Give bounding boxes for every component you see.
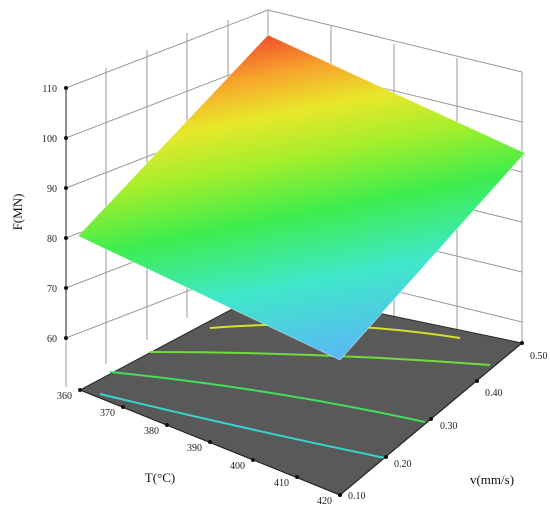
y-ticks: 0.10 0.20 0.30 0.40 0.50 (338, 341, 548, 502)
x-tick: 380 (144, 423, 169, 437)
svg-text:360: 360 (57, 391, 72, 402)
svg-text:90: 90 (47, 184, 57, 195)
contour-line (99, 393, 386, 459)
z-ticks: 110 100 90 80 70 60 (42, 84, 68, 345)
svg-text:410: 410 (274, 478, 289, 489)
x-tick: 390 (187, 440, 212, 454)
contour-lines (99, 323, 491, 459)
y-tick: 0.40 (475, 379, 503, 399)
svg-text:0.20: 0.20 (394, 459, 412, 470)
z-tick: 90 (47, 184, 68, 195)
svg-text:380: 380 (144, 426, 159, 437)
svg-text:60: 60 (47, 334, 57, 345)
svg-text:420: 420 (317, 496, 332, 507)
contour-line (149, 351, 491, 366)
x-tick: 370 (100, 405, 125, 419)
z-tick: 100 (42, 134, 68, 145)
svg-text:80: 80 (47, 234, 57, 245)
svg-text:390: 390 (187, 443, 202, 454)
svg-text:0.40: 0.40 (485, 388, 503, 399)
y-tick: 0.20 (384, 455, 412, 470)
svg-text:0.10: 0.10 (348, 491, 366, 502)
svg-text:0.50: 0.50 (530, 351, 548, 362)
response-surface (77, 34, 526, 361)
contour-line (109, 371, 426, 423)
svg-text:400: 400 (230, 461, 245, 472)
svg-text:70: 70 (47, 284, 57, 295)
z-tick: 80 (47, 234, 68, 245)
svg-text:100: 100 (42, 134, 57, 145)
x-tick: 360 (57, 388, 82, 402)
x-tick: 410 (274, 475, 299, 489)
surface (77, 34, 526, 361)
z-axis-label: F(MN) (10, 194, 25, 231)
y-tick: 0.30 (429, 417, 458, 432)
x-axis-label: T(°C) (145, 470, 175, 485)
x-tick: 400 (230, 458, 255, 472)
z-tick: 60 (47, 334, 68, 345)
z-tick: 110 (42, 84, 68, 95)
y-tick: 0.50 (520, 341, 548, 362)
svg-text:0.30: 0.30 (440, 421, 458, 432)
svg-text:370: 370 (100, 408, 115, 419)
z-tick: 70 (47, 284, 68, 295)
svg-text:110: 110 (42, 84, 57, 95)
y-tick: 0.10 (338, 491, 366, 502)
y-axis-label: v(mm/s) (470, 472, 514, 487)
